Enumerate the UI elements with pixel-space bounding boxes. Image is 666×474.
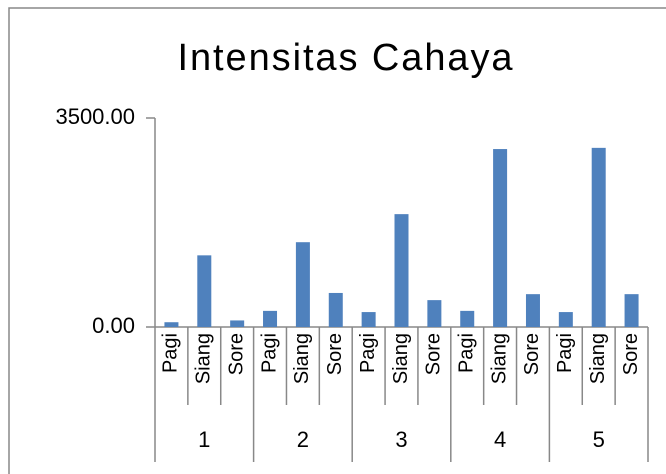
- bar: [164, 322, 179, 327]
- bar: [591, 147, 606, 327]
- bar: [295, 242, 310, 327]
- y-tick-label: 3500.00: [55, 104, 135, 129]
- x-tick-label: Siang: [193, 333, 215, 384]
- x-tick-label: Siang: [390, 333, 412, 384]
- group-label: 4: [494, 427, 506, 452]
- x-tick-label: Siang: [488, 333, 510, 384]
- bar: [427, 300, 442, 327]
- x-tick-label: Siang: [291, 333, 313, 384]
- bar: [525, 294, 540, 327]
- chart-title: Intensitas Cahaya: [178, 37, 514, 79]
- x-tick-label: Sore: [620, 333, 642, 375]
- bar: [197, 255, 212, 327]
- bar: [230, 320, 245, 327]
- bar: [361, 312, 376, 327]
- bar: [394, 214, 409, 327]
- x-tick-label: Sore: [324, 333, 346, 375]
- x-tick-label: Sore: [423, 333, 445, 375]
- x-tick-label: Pagi: [456, 333, 478, 373]
- chart-frame: [8, 7, 666, 474]
- group-label: 3: [395, 427, 407, 452]
- bar: [624, 294, 639, 327]
- x-tick-label: Siang: [587, 333, 609, 384]
- group-label: 1: [198, 427, 210, 452]
- bar: [460, 310, 475, 327]
- bar: [263, 310, 278, 327]
- x-tick-label: Pagi: [554, 333, 576, 373]
- bar: [328, 292, 343, 327]
- x-tick-label: Sore: [521, 333, 543, 375]
- x-tick-label: Pagi: [258, 333, 280, 373]
- group-label: 2: [297, 427, 309, 452]
- x-tick-label: Pagi: [160, 333, 182, 373]
- y-tick-label: 0.00: [92, 313, 135, 338]
- bar: [558, 312, 573, 327]
- x-tick-label: Pagi: [357, 333, 379, 373]
- group-label: 5: [593, 427, 605, 452]
- x-tick-label: Sore: [225, 333, 247, 375]
- bar: [493, 149, 508, 327]
